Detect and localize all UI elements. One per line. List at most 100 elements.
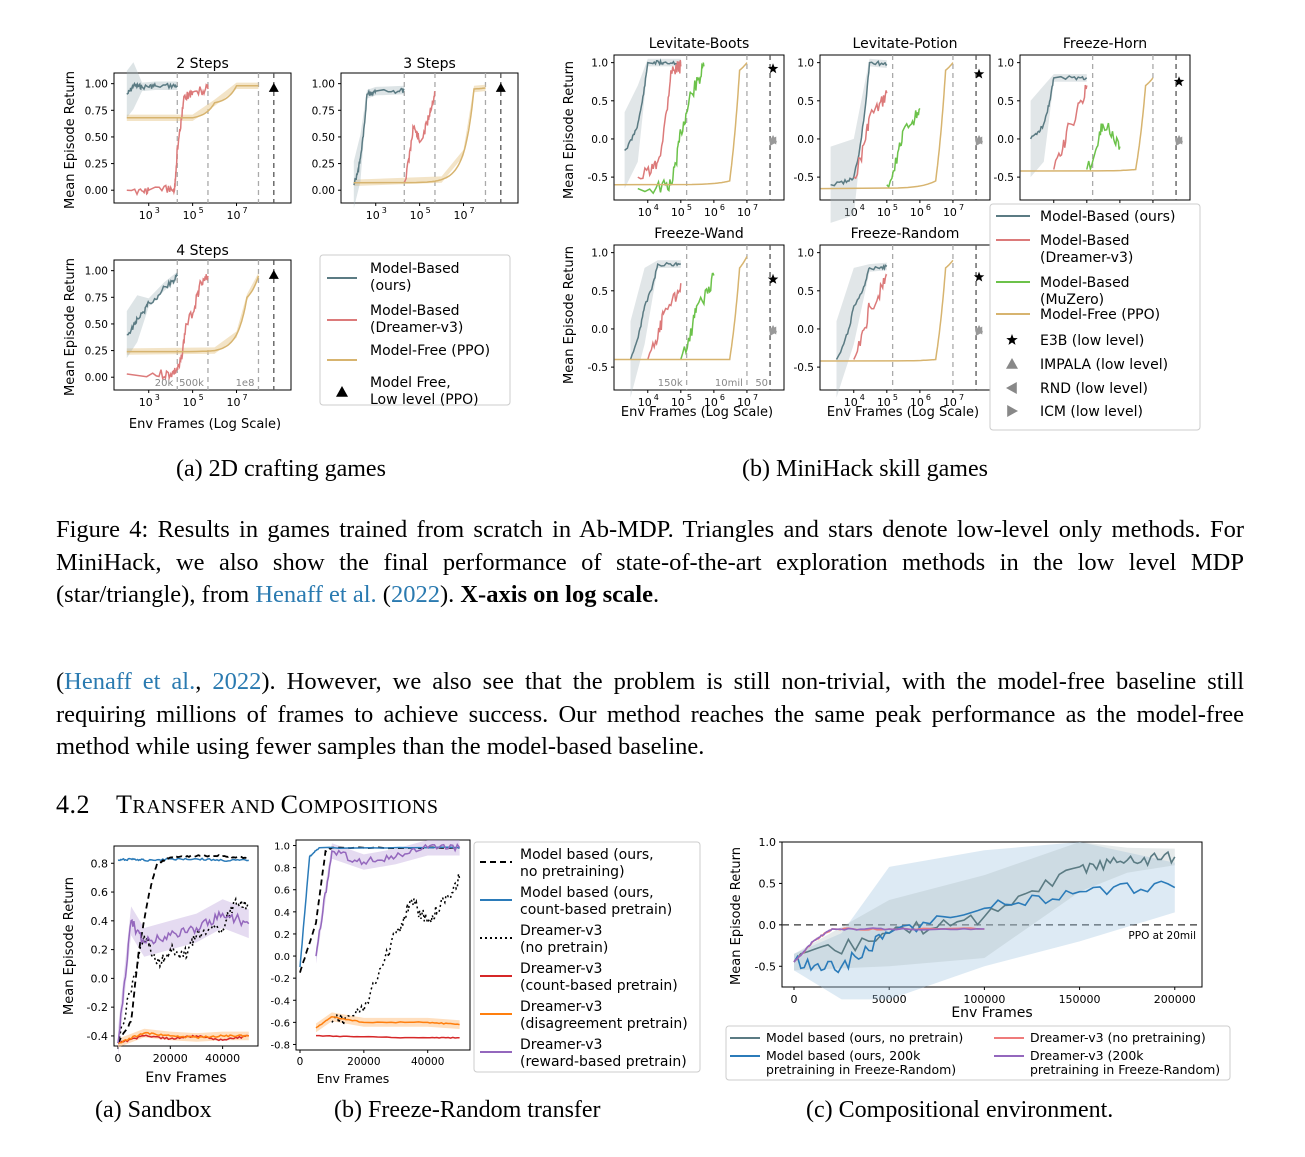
legend-frame	[989, 203, 1201, 431]
e3b-star-marker	[767, 63, 779, 74]
transfer-panel: 1.0 0.8 0.6 0.4 0.2 0.0 -0.2 -0.4 -0.6 -0.8 0 20000…	[270, 839, 471, 1086]
legend-label: Model based (ours,	[520, 847, 654, 863]
legend-label: pretraining in Freeze-Random)	[1030, 1062, 1220, 1077]
ours-pretrain-band	[794, 842, 1175, 1000]
crafting-axes	[340, 72, 519, 204]
legend-label: (no pretrain)	[520, 940, 608, 956]
icm-marker	[975, 328, 984, 336]
crafting-ytick-label: 0.00	[312, 185, 335, 197]
caption-paren-close: ).	[439, 581, 461, 608]
minihack-xtick-label-base: 10	[943, 206, 957, 219]
minihack-xtick-label-exp: 5	[687, 203, 692, 212]
sandbox-ytick-label: 0.6	[91, 886, 109, 899]
minihack-xtick-label-base: 10	[877, 396, 891, 409]
crafting-vline-label: 500k	[179, 378, 204, 389]
crafting-xtick-label: 10 7	[454, 206, 475, 222]
crafting-ytick-label: 0.25	[312, 159, 335, 171]
series-line	[1020, 77, 1154, 172]
minihack-ytick-label: -0.5	[588, 172, 609, 184]
section-title-part: OMPOSITIONS	[298, 796, 439, 818]
minihack-panel-title: Levitate-Potion	[853, 36, 958, 52]
compositional-ytick-label: 1.0	[759, 836, 777, 849]
crafting-xtick-label: 10 7	[227, 206, 248, 222]
ours-band	[624, 58, 681, 189]
crafting-ytick-label: 0.50	[85, 132, 108, 144]
crafting-vline-label: 1e8	[236, 378, 255, 389]
legend-label: pretraining in Freeze-Random)	[766, 1062, 956, 1077]
legend-triangle-icon	[336, 386, 348, 397]
series-line-ours	[126, 272, 179, 336]
crafting-xtick-label: 10 5	[183, 206, 204, 222]
minihack-ytick-label: -0.5	[794, 172, 815, 184]
minihack-xtick-label-base: 10	[737, 396, 751, 409]
crafting-xtick-label: 10 7	[227, 393, 248, 409]
citation-henaff-year[interactable]: 2022	[390, 581, 440, 608]
series-line	[614, 62, 748, 186]
minihack-ytick-label: 0.0	[997, 134, 1014, 146]
sandbox-series-line	[117, 896, 250, 1044]
series-line	[820, 259, 954, 362]
minihack-xtick-label-exp: 6	[926, 203, 931, 212]
transfer-ytick-label: 0.6	[274, 886, 290, 897]
transfer-series-line	[315, 1016, 460, 1029]
reward-band	[118, 899, 249, 1058]
minihack-ylabel: Mean Episode Return	[562, 246, 577, 384]
crafting-xtick-label: 10 3	[139, 393, 160, 409]
transfer-series-line	[331, 873, 461, 1026]
transfer-ytick-label: 0.2	[274, 930, 290, 941]
compositional-series-line	[793, 880, 1176, 974]
paragraph-comma: ,	[195, 668, 213, 695]
ours-band	[1030, 74, 1087, 178]
minihack-ylabel: Mean Episode Return	[562, 61, 577, 199]
legend-label: Model based (ours, 200k	[766, 1048, 921, 1063]
ours-band	[836, 262, 887, 398]
crafting-ytick-label: 0.25	[85, 346, 108, 358]
section-title-part: T	[116, 790, 133, 819]
crafting-xtick-label-exp: 3	[155, 206, 160, 215]
transfer-series-line	[299, 846, 460, 968]
sandbox-series-line	[117, 854, 250, 1044]
legend-label: Model Free,	[370, 375, 451, 391]
sandbox-series-line	[117, 1034, 249, 1044]
crafting-xtick-label: 10 5	[410, 206, 431, 222]
series-line	[624, 58, 682, 151]
minihack-xtick-label-base: 10	[638, 206, 652, 219]
crafting-panel-title: 3 Steps	[403, 56, 456, 72]
minihack-ytick-label: 0.0	[591, 134, 608, 146]
minihack-ytick-label: 1.0	[797, 248, 814, 260]
citation-henaff-year-2[interactable]: 2022	[212, 668, 262, 695]
figure-5-plots: 0.8 0.6 0.4 0.2 0.0 -0.2 -0.4 0 20000 40000 Mean E…	[62, 836, 1231, 1086]
legend-label: (count-based pretrain)	[520, 978, 678, 994]
citation-henaff-author[interactable]: Henaff et al.	[255, 581, 377, 608]
compositional-ytick-label: -0.5	[755, 960, 776, 973]
compositional-series-line	[793, 927, 985, 963]
minihack-xlabel: Env Frames (Log Scale)	[827, 405, 979, 420]
series-line	[614, 256, 748, 361]
sandbox-ytick-label: 0.8	[91, 857, 109, 870]
legend-label: ICM (low level)	[1040, 404, 1143, 420]
crafting-ytick-label: 0.75	[85, 105, 108, 117]
minihack-xtick-label-exp: 6	[926, 393, 931, 402]
citation-henaff-author-2[interactable]: Henaff et al.	[64, 668, 196, 695]
minihack-xtick-label-base: 10	[877, 206, 891, 219]
crafting-vline-label: 20k	[155, 378, 174, 389]
minihack-xtick-label-base: 10	[671, 206, 685, 219]
series-line	[1086, 122, 1121, 172]
sandbox-xtick-label: 0	[115, 1052, 122, 1065]
crafting-xlabel: Env Frames (Log Scale)	[129, 417, 281, 432]
reward-band	[316, 840, 460, 964]
minihack-xtick-label-base: 10	[638, 396, 652, 409]
minihack-ytick-label: 0.5	[591, 96, 608, 108]
crafting-xtick-label: 10 5	[183, 393, 204, 409]
